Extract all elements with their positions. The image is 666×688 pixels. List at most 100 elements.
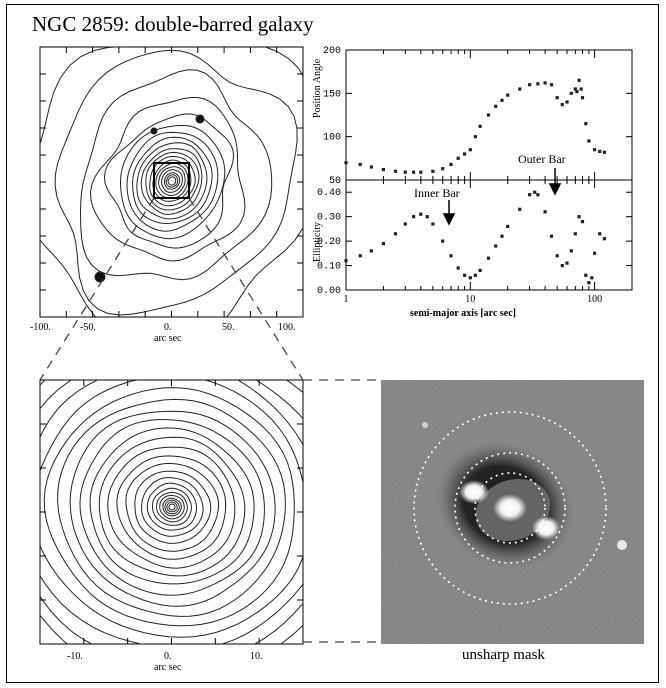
data-point (528, 83, 532, 87)
data-point (358, 162, 362, 166)
data-point (431, 222, 435, 226)
isophote (140, 148, 203, 215)
data-point (412, 215, 416, 219)
data-point (587, 139, 591, 143)
isophote (158, 166, 186, 197)
data-point (573, 87, 577, 91)
zoom-xlabel: arc sec (154, 662, 182, 673)
inner-bar-arrow (442, 200, 456, 226)
pa-ytick: 200 (323, 46, 341, 57)
data-point (393, 169, 398, 173)
zoom-isophote-contours (40, 380, 303, 644)
data-point (518, 87, 522, 91)
isophote (116, 455, 227, 560)
isophote (165, 174, 179, 188)
data-point (403, 222, 407, 226)
data-point (555, 254, 559, 258)
data-point (555, 96, 559, 100)
data-point (463, 152, 467, 156)
data-point (577, 215, 581, 219)
isophote (166, 501, 178, 513)
data-point (494, 244, 498, 248)
data-point (573, 232, 577, 236)
data-point (344, 259, 348, 263)
data-point (494, 104, 498, 108)
ell-ytick: 0.00 (317, 286, 341, 297)
data-point (506, 93, 510, 97)
data-point (419, 170, 423, 174)
isophote (79, 69, 273, 281)
data-point (456, 266, 460, 270)
ell-ytick: 0.10 (317, 262, 341, 273)
data-point (473, 135, 477, 139)
data-point (425, 215, 429, 219)
star-source (195, 114, 205, 124)
inner-bar-label: Inner Bar (414, 186, 460, 200)
data-point (431, 169, 435, 173)
ell-ylabel: Ellipticity (312, 222, 323, 262)
top-xtick-4: 50. (222, 322, 235, 333)
data-point (381, 242, 385, 246)
isophote (107, 446, 236, 569)
data-point (565, 261, 569, 265)
star-source (150, 127, 158, 135)
zoom-connector-lines (39, 197, 381, 643)
data-point (412, 170, 416, 174)
top-xtick-1: -100. (30, 322, 51, 333)
data-point (536, 82, 540, 86)
data-point (393, 232, 398, 236)
data-point (518, 207, 522, 211)
ell-ytick: 0.20 (317, 237, 341, 248)
data-point (602, 150, 606, 154)
data-point (560, 264, 564, 268)
isophote (149, 156, 196, 207)
data-point (533, 190, 537, 194)
data-point (549, 83, 554, 87)
isophote (103, 113, 235, 249)
zoom-xtick-2: 0. (164, 651, 172, 662)
isophote (89, 97, 246, 262)
isophote (152, 487, 192, 526)
data-point (569, 91, 573, 95)
profile-xtick: 10 (465, 294, 475, 305)
ellipticity-plot (345, 179, 633, 291)
isophote (69, 410, 276, 607)
figure-frame (6, 4, 659, 683)
data-point (602, 237, 606, 241)
isophote (136, 142, 208, 220)
data-point (587, 281, 591, 285)
figure-title: NGC 2859: double-barred galaxy (32, 12, 314, 36)
data-point (468, 148, 472, 152)
outer-bar-arrow (548, 168, 562, 196)
isophote (161, 169, 183, 193)
data-point (536, 193, 540, 197)
isophote (54, 49, 298, 316)
data-point (560, 103, 564, 107)
isophote (141, 477, 204, 537)
top-contour-panel (39, 46, 304, 318)
data-point (358, 254, 362, 258)
isophote (40, 47, 303, 317)
isophote (156, 492, 188, 523)
zoom-xtick-3: 10. (250, 651, 263, 662)
data-point (593, 251, 597, 255)
data-point (478, 268, 482, 272)
pa-ytick: 50 (329, 176, 341, 187)
data-point (569, 249, 573, 253)
data-point (381, 168, 385, 172)
data-point (403, 170, 407, 174)
top-xtick-5: 100. (278, 322, 296, 333)
data-point (500, 98, 504, 102)
data-point (543, 210, 547, 214)
isophote (40, 380, 303, 644)
data-point (590, 276, 594, 280)
data-point (441, 239, 445, 243)
data-point (575, 90, 579, 94)
top-xlabel: arc sec (154, 333, 182, 344)
data-point (598, 232, 602, 236)
isophote (98, 436, 246, 577)
isophote (167, 176, 177, 186)
zoom-xtick-1: -10. (67, 651, 83, 662)
top-xtick-2: -50. (80, 322, 96, 333)
